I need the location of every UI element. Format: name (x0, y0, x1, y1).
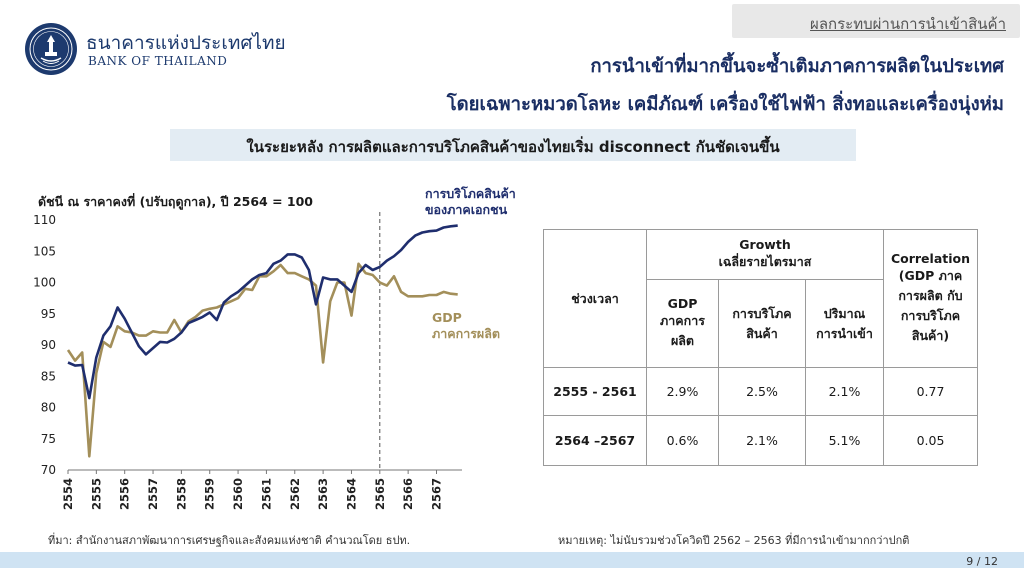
y-tick-label: 95 (41, 307, 56, 321)
x-tick-label: 2565 (373, 478, 387, 510)
header-imports: ปริมาณ การนำเข้า (805, 279, 884, 368)
header-gdp: GDP ภาคการ ผลิต (646, 279, 719, 368)
row-gdp: 2.9% (646, 367, 719, 416)
consumption-series-label: ของภาคเอกชน (425, 202, 508, 217)
bank-name-english: BANK OF THAILAND (88, 54, 228, 68)
line-chart: 70 75 80 85 90 95 100 105 110 2554 2555 2556 2557 255… (33, 186, 516, 510)
header-consumption: การบริโภค สินค้า (718, 279, 806, 368)
y-tick-label: 90 (41, 338, 56, 352)
section-tag-text: ผลกระทบผ่านการนำเข้าสินค้า (810, 15, 1006, 33)
subtitle-banner: ในระยะหลัง การผลิตและการบริโภคสินค้าของไ… (170, 129, 856, 161)
headline-line-2: โดยเฉพาะหมวดโลหะ เคมีภัณฑ์ เครื่องใช้ไฟฟ… (446, 94, 1004, 115)
x-tick-label: 2564 (344, 478, 358, 510)
gdp-series-line (66, 262, 458, 458)
x-tick-label: 2560 (231, 478, 245, 510)
bank-of-thailand-seal-icon (25, 23, 77, 75)
header-growth-group: Growth เฉลี่ยรายไตรมาส (646, 229, 884, 280)
table-row: 2564 –2567 0.6% 2.1% 5.1% 0.05 (543, 415, 978, 466)
x-tick-label: 2554 (61, 478, 75, 510)
consumption-series-line (67, 224, 458, 400)
header-period: ช่วงเวลา (543, 229, 647, 368)
y-tick-label: 85 (41, 369, 56, 383)
consumption-series-label: การบริโภคสินค้า (425, 186, 516, 201)
y-tick-label: 70 (41, 463, 56, 477)
x-tick-label: 2558 (174, 478, 188, 510)
row-imports: 2.1% (805, 367, 884, 416)
gdp-series-label: ภาคการผลิต (432, 326, 500, 341)
y-tick-label: 80 (41, 401, 56, 415)
subtitle-text: ในระยะหลัง การผลิตและการบริโภคสินค้าของไ… (246, 138, 780, 156)
page-number: 9 / 12 (966, 555, 998, 568)
header-correlation: Correlation (GDP ภาค การผลิต กับ การบริโภคส… (883, 229, 978, 368)
chart-y-axis-label: ดัชนี ณ ราคาคงที่ (ปรับฤดูกาล), ปี 2564 … (38, 194, 314, 209)
x-tick-label: 2556 (118, 478, 132, 510)
remark-note: หมายเหตุ: ไม่นับรวมช่วงโควิดปี 2562 – 25… (558, 534, 910, 547)
x-tick-label: 2561 (259, 478, 273, 510)
x-tick-label: 2566 (401, 478, 415, 510)
row-correlation: 0.77 (883, 367, 978, 416)
gdp-series-label: GDP (432, 310, 462, 325)
y-tick-label: 75 (41, 432, 56, 446)
section-tag: ผลกระทบผ่านการนำเข้าสินค้า (732, 4, 1020, 38)
row-imports: 5.1% (805, 415, 884, 466)
bank-name-thai: ธนาคารแห่งประเทศไทย (86, 32, 286, 54)
source-note: ที่มา: สำนักงานสภาพัฒนาการเศรษฐกิจและสัง… (48, 534, 411, 547)
row-gdp: 0.6% (646, 415, 719, 466)
y-tick-label: 110 (33, 213, 56, 227)
row-period: 2564 –2567 (543, 415, 647, 466)
footer-bar (0, 552, 1024, 568)
x-tick-label: 2555 (89, 478, 103, 510)
row-correlation: 0.05 (883, 415, 978, 466)
x-tick-label: 2567 (429, 478, 443, 510)
row-consumption: 2.5% (718, 367, 806, 416)
headline-line-1: การนำเข้าที่มากขึ้นจะซ้ำเติมภาคการผลิตใน… (590, 56, 1004, 77)
row-period: 2555 - 2561 (543, 367, 647, 416)
y-tick-label: 105 (33, 244, 56, 258)
table-row: 2555 - 2561 2.9% 2.5% 2.1% 0.77 (543, 367, 978, 416)
x-tick-label: 2559 (203, 478, 217, 510)
growth-correlation-table: ช่วงเวลา Growth เฉลี่ยรายไตรมาส Correlati… (543, 229, 978, 466)
x-tick-label: 2557 (146, 478, 160, 510)
y-tick-label: 100 (33, 276, 56, 290)
row-consumption: 2.1% (718, 415, 806, 466)
x-tick-label: 2563 (316, 478, 330, 510)
x-tick-label: 2562 (288, 478, 302, 510)
